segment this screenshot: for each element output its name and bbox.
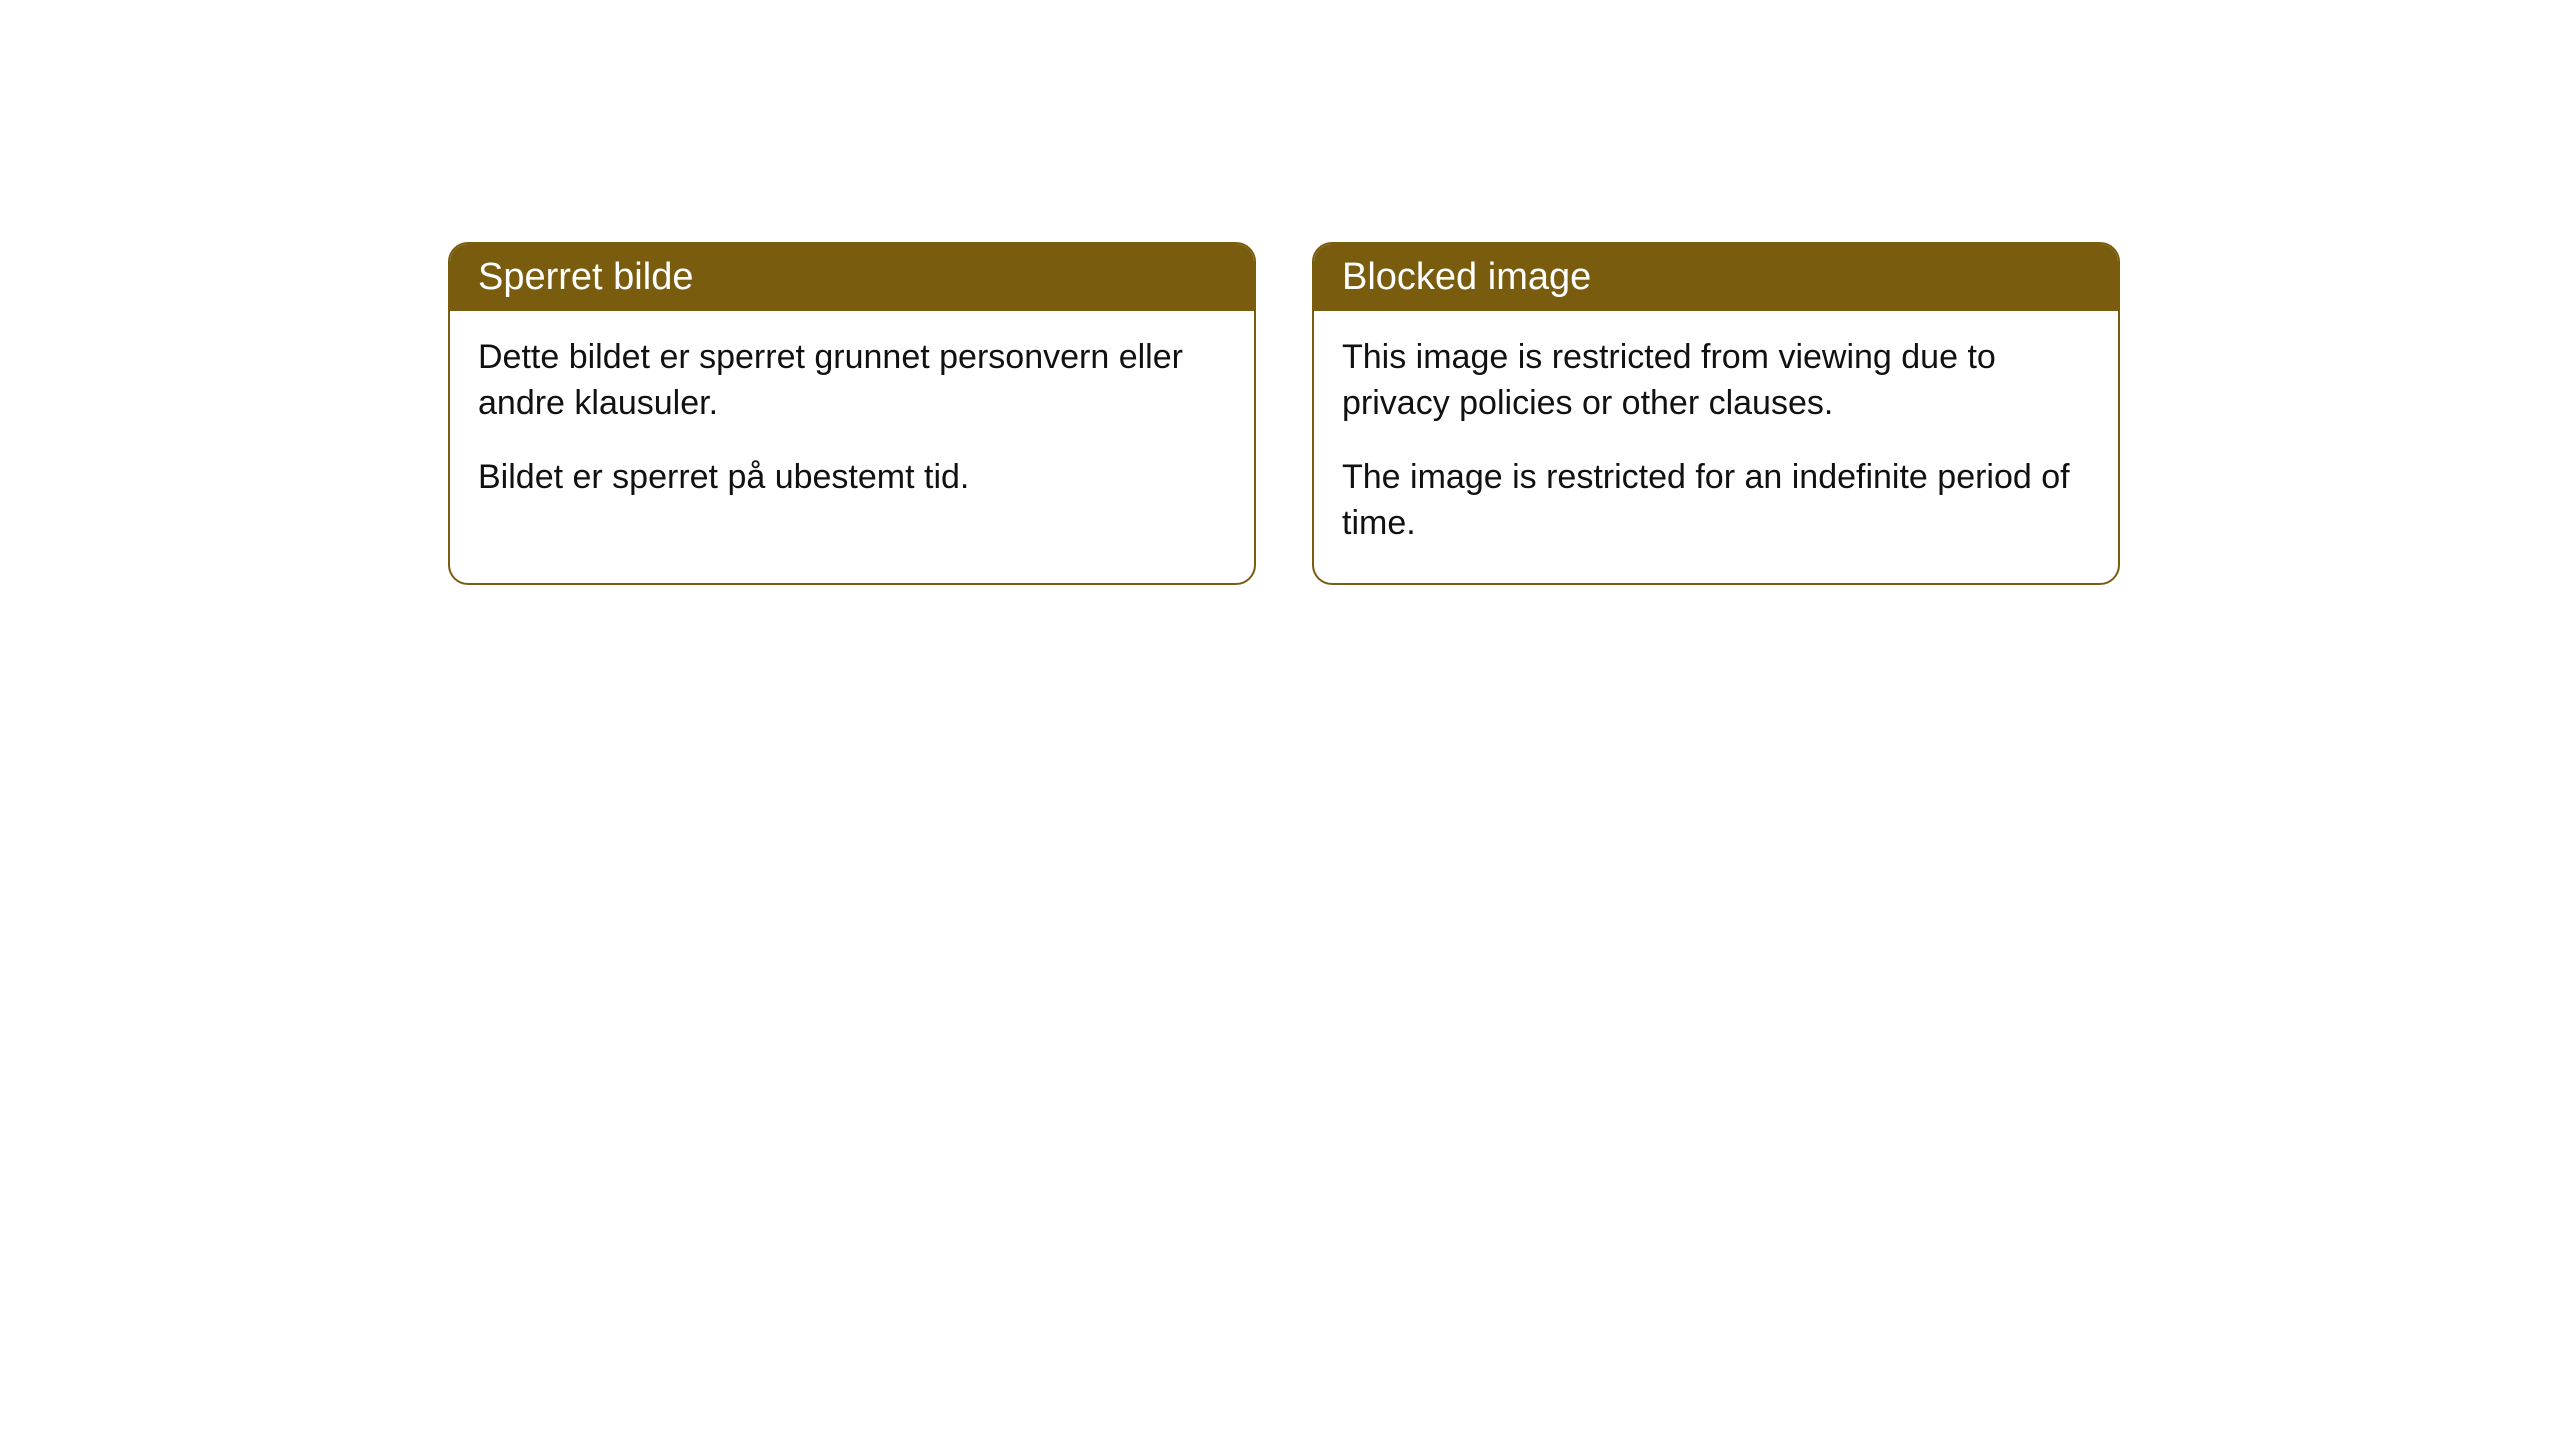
card-paragraph-1-en: This image is restricted from viewing du… xyxy=(1342,335,2090,427)
card-paragraph-2-en: The image is restricted for an indefinit… xyxy=(1342,455,2090,547)
card-body-en: This image is restricted from viewing du… xyxy=(1314,311,2118,583)
card-paragraph-2-no: Bildet er sperret på ubestemt tid. xyxy=(478,455,1226,501)
card-header-en: Blocked image xyxy=(1314,244,2118,311)
card-container: Sperret bilde Dette bildet er sperret gr… xyxy=(0,0,2560,585)
blocked-image-card-en: Blocked image This image is restricted f… xyxy=(1312,242,2120,585)
card-body-no: Dette bildet er sperret grunnet personve… xyxy=(450,311,1254,537)
blocked-image-card-no: Sperret bilde Dette bildet er sperret gr… xyxy=(448,242,1256,585)
card-header-no: Sperret bilde xyxy=(450,244,1254,311)
card-paragraph-1-no: Dette bildet er sperret grunnet personve… xyxy=(478,335,1226,427)
